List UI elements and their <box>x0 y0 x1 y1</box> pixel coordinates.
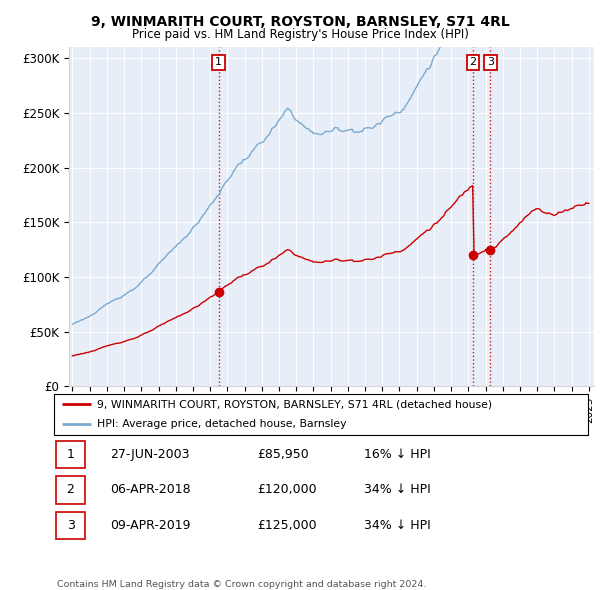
Text: 09-APR-2019: 09-APR-2019 <box>110 519 191 532</box>
Text: 9, WINMARITH COURT, ROYSTON, BARNSLEY, S71 4RL (detached house): 9, WINMARITH COURT, ROYSTON, BARNSLEY, S… <box>97 399 492 409</box>
Bar <box>56 441 85 468</box>
Text: 16% ↓ HPI: 16% ↓ HPI <box>364 448 430 461</box>
Text: HPI: Average price, detached house, Barnsley: HPI: Average price, detached house, Barn… <box>97 419 346 429</box>
Text: 3: 3 <box>487 57 494 67</box>
Text: £85,950: £85,950 <box>257 448 308 461</box>
Text: 2: 2 <box>469 57 476 67</box>
Bar <box>56 512 85 539</box>
Text: 3: 3 <box>67 519 74 532</box>
Text: 2: 2 <box>67 483 74 497</box>
Text: Price paid vs. HM Land Registry's House Price Index (HPI): Price paid vs. HM Land Registry's House … <box>131 28 469 41</box>
Text: 34% ↓ HPI: 34% ↓ HPI <box>364 519 430 532</box>
Bar <box>56 476 85 504</box>
Text: 9, WINMARITH COURT, ROYSTON, BARNSLEY, S71 4RL: 9, WINMARITH COURT, ROYSTON, BARNSLEY, S… <box>91 15 509 29</box>
Text: 1: 1 <box>67 448 74 461</box>
Text: Contains HM Land Registry data © Crown copyright and database right 2024.: Contains HM Land Registry data © Crown c… <box>57 580 427 589</box>
Text: £125,000: £125,000 <box>257 519 317 532</box>
Text: £120,000: £120,000 <box>257 483 317 497</box>
Text: 27-JUN-2003: 27-JUN-2003 <box>110 448 190 461</box>
Text: 1: 1 <box>215 57 222 67</box>
Text: 06-APR-2018: 06-APR-2018 <box>110 483 191 497</box>
Text: 34% ↓ HPI: 34% ↓ HPI <box>364 483 430 497</box>
